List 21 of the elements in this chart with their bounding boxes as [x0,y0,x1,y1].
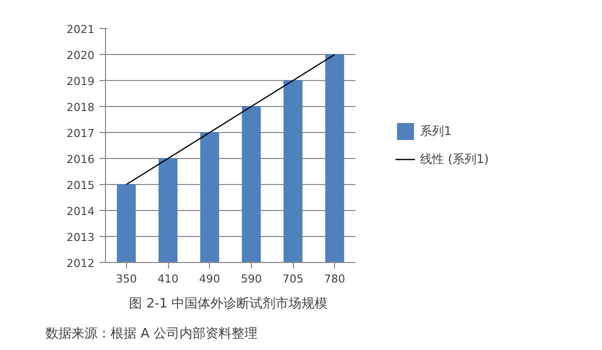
x-tick-label: 780 [324,272,346,286]
x-tick-label: 410 [158,272,178,286]
y-tick-label: 2013 [66,231,95,244]
x-tick-label: 590 [240,272,262,286]
y-tick-label: 2020 [66,49,95,62]
y-tick-label: 2017 [66,127,95,140]
text: 图 2-1 中国体外诊断试剂市场规模 [129,296,328,312]
y-tick-label: 2019 [66,75,95,88]
y-tick-label: 2012 [66,257,95,270]
x-tick-label: 705 [282,272,304,286]
y-tick-label: 2018 [66,101,95,114]
y-tick-label: 2016 [66,153,95,166]
line-series [126,54,336,186]
x-tick-label: 350 [116,272,137,286]
legend-label: 线性 (系列1) [420,150,489,168]
y-tick-label: 2021 [66,23,95,36]
source-note: 数据来源：根据 A 公司内部资料整理 [46,326,258,342]
legend-label: 系列1 [420,122,452,140]
y-tick-label: 2015 [66,179,95,192]
y-tick-label: 2014 [66,205,95,218]
x-tick-label: 490 [199,272,220,286]
